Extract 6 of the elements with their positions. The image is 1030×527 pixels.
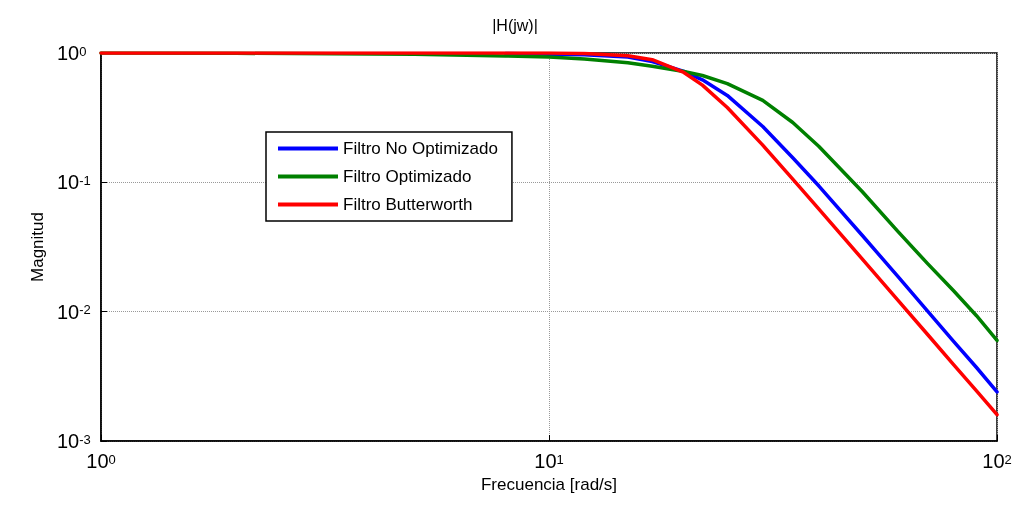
legend-label: Filtro Optimizado [343, 167, 472, 186]
x-axis-title: Frecuencia [rad/s] [480, 474, 618, 494]
legend-label: Filtro No Optimizado [343, 139, 498, 158]
chart-title: |H(jw)| [492, 16, 538, 34]
legend-label: Filtro Butterworth [343, 195, 473, 214]
y-axis-title: Magnitud [28, 212, 48, 282]
